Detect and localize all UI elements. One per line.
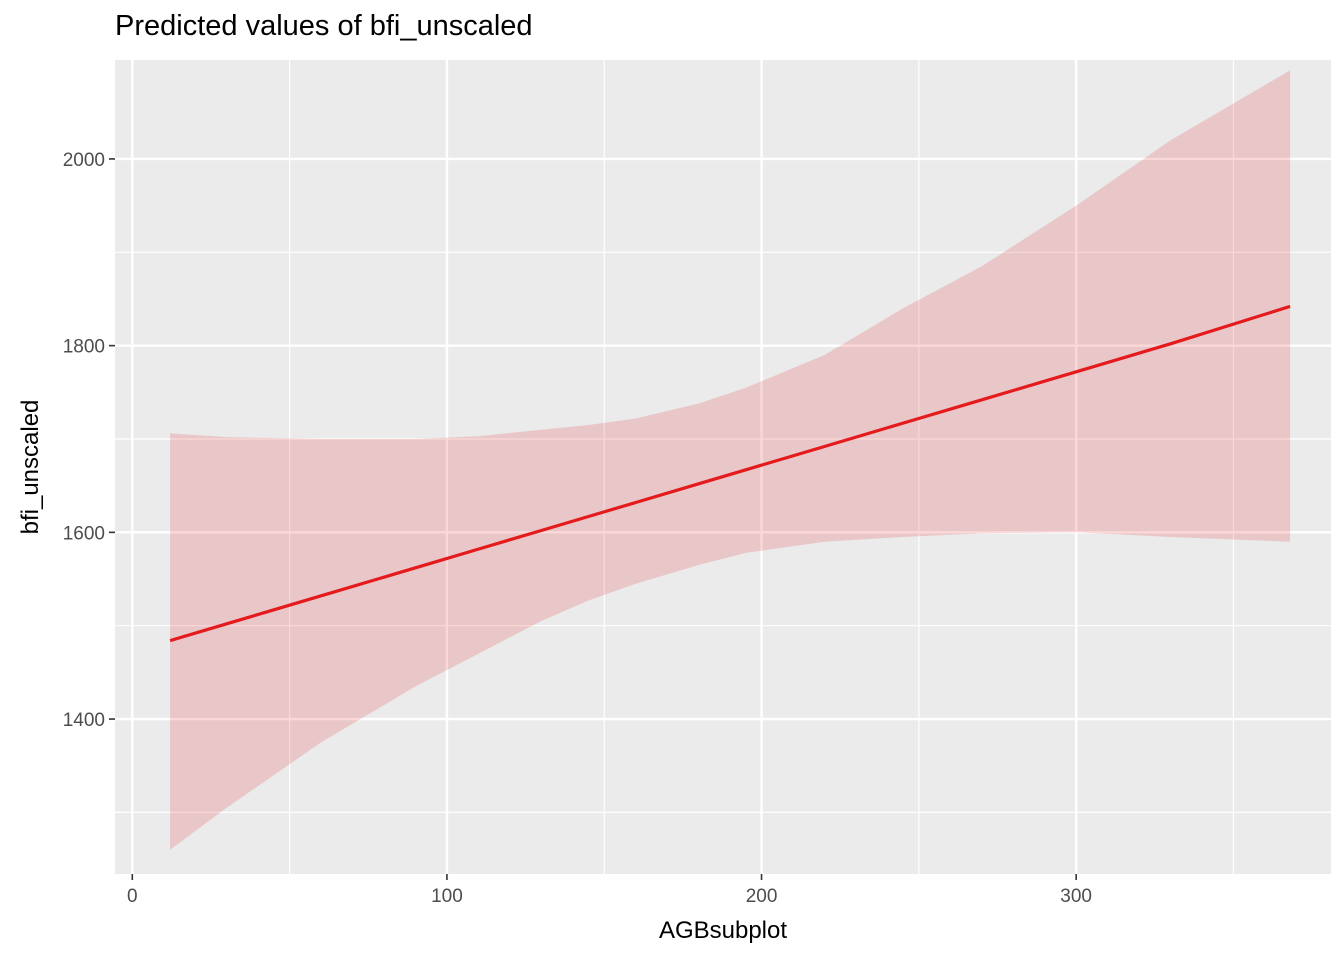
x-tick-label: 300 xyxy=(1060,886,1092,907)
y-axis-title: bfi_unscaled xyxy=(17,400,44,535)
y-tick-label: 1800 xyxy=(63,337,105,358)
plot-panel xyxy=(115,60,1331,874)
chart-title: Predicted values of bfi_unscaled xyxy=(115,10,533,42)
confidence-ribbon xyxy=(170,70,1291,850)
prediction-line xyxy=(169,304,1291,643)
y-tick-label: 1600 xyxy=(63,523,105,544)
y-tick-label: 2000 xyxy=(63,150,105,171)
x-tick-label: 200 xyxy=(746,886,778,907)
x-axis-ticks: 0 100 200 300 xyxy=(127,874,1092,907)
major-gridlines xyxy=(115,60,1331,874)
x-axis-title: AGBsubplot xyxy=(659,917,787,944)
x-tick-label: 100 xyxy=(431,886,463,907)
x-tick-label: 0 xyxy=(127,886,138,907)
minor-gridlines xyxy=(115,60,1331,874)
y-axis-ticks: 1400 1600 1800 2000 xyxy=(63,150,115,731)
y-tick-label: 1400 xyxy=(63,710,105,731)
